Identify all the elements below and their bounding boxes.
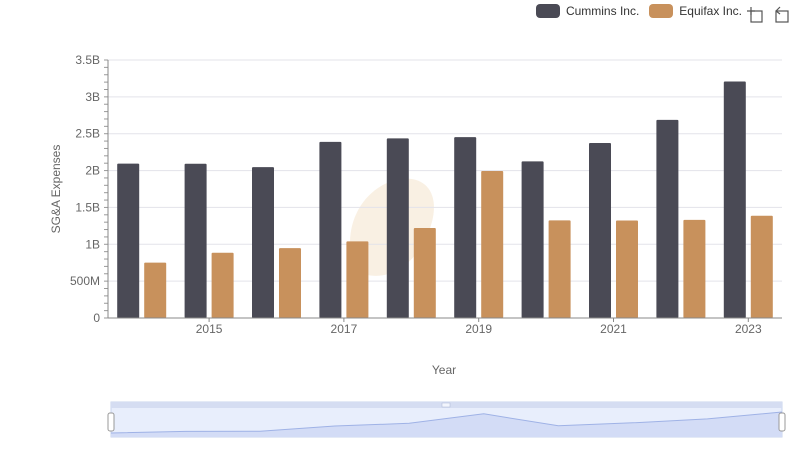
legend: Cummins Inc. Equifax Inc. xyxy=(535,4,742,18)
legend-label-equifax: Equifax Inc. xyxy=(679,4,742,18)
grid-lines xyxy=(108,59,782,319)
bar-equifax-2022[interactable] xyxy=(683,219,706,318)
reset-rotate-icon[interactable] xyxy=(773,6,791,24)
zoom-crosshair-icon[interactable] xyxy=(746,6,764,24)
y-tick-label: 1.5B xyxy=(75,200,100,214)
bars-layer xyxy=(117,81,773,319)
bar-cummins-2015[interactable] xyxy=(184,163,207,318)
axes: 0 500M 1B 1.5B 2B 2.5B 3B 3.5B 2015 2017 2019 2021 2… xyxy=(70,53,782,336)
y-axis-title: SG&A Expenses xyxy=(49,145,63,234)
navigator-grip[interactable] xyxy=(441,402,451,408)
x-tick-label: 2023 xyxy=(735,322,762,336)
range-navigator[interactable] xyxy=(107,401,786,438)
navigator-handle-right[interactable] xyxy=(778,412,786,432)
bar-equifax-2016[interactable] xyxy=(279,248,301,318)
legend-label-cummins: Cummins Inc. xyxy=(565,4,640,18)
y-tick-label: 2.5B xyxy=(75,127,100,141)
x-tick-label: 2019 xyxy=(465,322,492,336)
navigator-line xyxy=(110,411,783,434)
bar-equifax-2023[interactable] xyxy=(750,215,773,318)
x-axis-title: Year xyxy=(432,363,456,377)
y-tick-label: 1B xyxy=(85,237,100,251)
bar-cummins-2023[interactable] xyxy=(723,81,746,319)
y-tick-label: 500M xyxy=(70,274,100,288)
bar-equifax-2018[interactable] xyxy=(413,227,436,318)
navigator-handle-left[interactable] xyxy=(107,412,115,432)
bar-equifax-2017[interactable] xyxy=(346,241,369,318)
bar-equifax-2021[interactable] xyxy=(616,220,638,318)
y-tick-label: 3.5B xyxy=(75,53,100,67)
bar-cummins-2014[interactable] xyxy=(117,163,140,318)
legend-swatch-cummins xyxy=(535,4,560,18)
x-tick-label: 2015 xyxy=(196,322,223,336)
y-tick-label: 3B xyxy=(85,90,100,104)
x-tick-label: 2021 xyxy=(600,322,627,336)
bar-cummins-2022[interactable] xyxy=(656,119,679,318)
bar-cummins-2018[interactable] xyxy=(386,138,409,318)
bar-equifax-2019[interactable] xyxy=(481,170,504,318)
x-tick-label: 2017 xyxy=(331,322,358,336)
y-tick-label: 0 xyxy=(93,311,100,325)
navigator-area xyxy=(111,412,782,437)
bar-cummins-2016[interactable] xyxy=(252,167,274,318)
bar-cummins-2017[interactable] xyxy=(319,141,342,318)
legend-item-cummins[interactable]: Cummins Inc. xyxy=(535,4,640,18)
legend-item-equifax[interactable]: Equifax Inc. xyxy=(649,4,742,18)
bar-equifax-2020[interactable] xyxy=(548,220,571,318)
bar-cummins-2020[interactable] xyxy=(521,161,544,318)
legend-swatch-equifax xyxy=(649,4,674,18)
y-tick-label: 2B xyxy=(85,164,100,178)
bar-equifax-2015[interactable] xyxy=(211,252,234,318)
bar-cummins-2021[interactable] xyxy=(589,143,611,318)
bar-cummins-2019[interactable] xyxy=(454,137,477,318)
bar-equifax-2014[interactable] xyxy=(144,262,167,318)
